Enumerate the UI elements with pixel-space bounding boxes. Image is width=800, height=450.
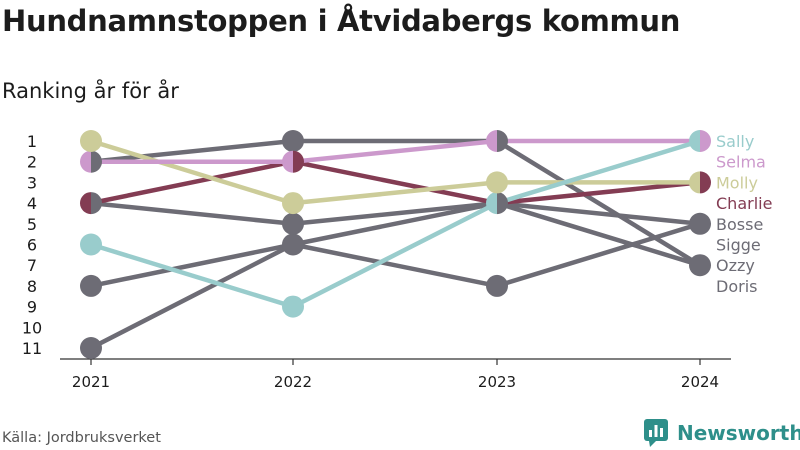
marker-sally [282, 295, 304, 318]
series-label-molly: Molly [716, 173, 758, 192]
marker-bosse [282, 212, 304, 235]
brand-name: Newsworthy [677, 421, 800, 445]
source-note: Källa: Jordbruksverket [2, 430, 161, 446]
y-tick-label: 10 [22, 318, 42, 337]
marker-doris [91, 150, 103, 173]
y-tick-label: 11 [22, 339, 42, 358]
marker-sigge [486, 274, 508, 297]
marker-sally [486, 192, 497, 215]
marker-molly [80, 130, 102, 152]
series-label-bosse: Bosse [716, 215, 763, 234]
series-line-bosse [88, 200, 703, 227]
marker-molly [689, 171, 700, 194]
marker-charlie [700, 171, 712, 194]
series-label-sigge: Sigge [716, 236, 761, 255]
marker-molly [486, 171, 508, 194]
marker-sally [689, 130, 700, 152]
marker-ozzy [497, 192, 509, 215]
marker-doris [700, 254, 712, 277]
marker-bosse [689, 212, 700, 235]
marker-selma [282, 150, 293, 173]
brand: Newsworthy [644, 419, 800, 447]
marker-molly [282, 192, 304, 215]
marker-sigge [700, 212, 712, 235]
x-tick-label: 2024 [681, 373, 719, 391]
y-tick-label: 9 [27, 298, 37, 317]
series-label-charlie: Charlie [716, 194, 772, 213]
x-tick-label: 2023 [478, 373, 516, 391]
chart-title: Hundnamnstoppen i Åtvidabergs kommun [2, 4, 681, 38]
newsworthy-logo-icon [644, 419, 668, 447]
y-tick-label: 4 [27, 194, 37, 213]
marker-doris [497, 130, 508, 152]
marker-ozzy [293, 233, 304, 256]
y-tick-label: 5 [27, 215, 37, 234]
y-tick-label: 1 [27, 132, 37, 151]
series-label-selma: Selma [716, 153, 766, 172]
x-tick-label: 2021 [72, 373, 110, 391]
chart-subtitle: Ranking år för år [2, 79, 179, 103]
series-label-sally: Sally [716, 132, 754, 151]
marker-ozzy [80, 274, 102, 297]
marker-charlie [80, 192, 91, 215]
series-line-charlie [88, 159, 703, 206]
marker-bosse [91, 192, 103, 215]
series-line-doris [88, 138, 703, 268]
y-tick-label: 8 [27, 277, 37, 296]
series-label-ozzy: Ozzy [716, 256, 755, 275]
marker-charlie [293, 150, 304, 173]
x-tick-label: 2022 [274, 373, 312, 391]
y-tick-label: 6 [27, 236, 37, 255]
series-line-sally [88, 138, 703, 309]
marker-ozzy [689, 254, 700, 277]
y-tick-label: 2 [27, 153, 37, 172]
marker-doris [282, 130, 304, 152]
series-lines [88, 138, 703, 351]
marker-selma [700, 130, 711, 152]
marker-sigge [80, 337, 102, 359]
series-line-selma [88, 138, 703, 164]
series-markers [80, 130, 712, 359]
y-tick-label: 3 [27, 173, 37, 192]
series-line-sigge [88, 221, 703, 351]
marker-sally [80, 233, 102, 256]
series-label-doris: Doris [716, 277, 757, 296]
marker-sigge [282, 233, 293, 256]
marker-selma [80, 150, 91, 173]
y-tick-label: 7 [27, 256, 37, 275]
series-line-ozzy [88, 200, 703, 289]
marker-selma [486, 130, 497, 152]
series-line-molly [88, 138, 703, 206]
